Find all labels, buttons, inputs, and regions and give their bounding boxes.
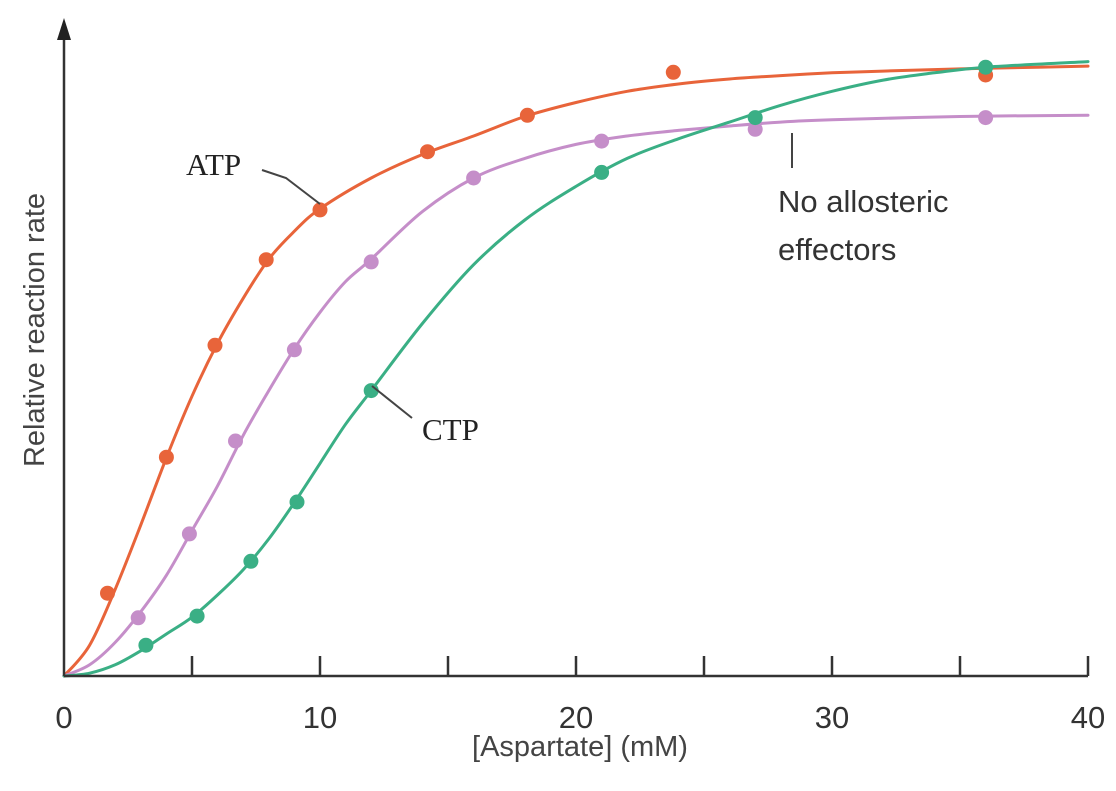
atp-label: ATP — [186, 147, 241, 182]
data-point-ctp-1 — [138, 637, 154, 653]
data-point-no-allosteric-effectors-5 — [363, 254, 379, 270]
data-point-no-allosteric-effectors-7 — [594, 133, 610, 149]
series-line-ctp — [62, 60, 1090, 678]
data-point-atp-2 — [158, 449, 174, 465]
ctp-label: CTP — [422, 412, 479, 447]
x-tick-label-40: 40 — [1071, 700, 1105, 735]
data-point-atp-5 — [312, 202, 328, 218]
data-point-no-allosteric-effectors-6 — [466, 170, 482, 186]
data-point-atp-8 — [665, 64, 681, 80]
atp-leader-line — [261, 169, 321, 205]
data-point-ctp-2 — [189, 608, 205, 624]
data-point-atp-7 — [519, 107, 535, 123]
data-point-no-allosteric-effectors-2 — [181, 526, 197, 542]
no-effectors-label-line1: No allosteric — [778, 184, 949, 219]
data-point-no-allosteric-effectors-9 — [978, 110, 994, 126]
x-axis-label: [Aspartate] (mM) — [472, 731, 688, 763]
data-point-no-allosteric-effectors-1 — [130, 610, 146, 626]
x-tick-label-30: 30 — [815, 700, 849, 735]
data-point-ctp-7 — [747, 110, 763, 126]
data-point-atp-3 — [207, 337, 223, 353]
data-point-atp-4 — [258, 252, 274, 268]
data-point-ctp-4 — [289, 494, 305, 510]
y-axis-arrowhead — [57, 18, 71, 40]
ctp-leader-line — [371, 385, 413, 419]
x-ticks: 0 10 20 30 40 — [55, 656, 1105, 735]
no-effectors-label-line2: effectors — [778, 232, 896, 267]
x-tick-label-20: 20 — [559, 700, 593, 735]
data-point-ctp-3 — [243, 553, 259, 569]
data-point-no-allosteric-effectors-8 — [747, 121, 763, 137]
data-point-ctp-8 — [978, 59, 994, 75]
data-point-ctp-6 — [594, 164, 610, 180]
data-point-atp-1 — [100, 585, 115, 601]
y-axis-label: Relative reaction rate — [19, 193, 51, 467]
x-tick-label-0: 0 — [55, 700, 72, 735]
data-point-ctp-5 — [363, 383, 379, 399]
points-layer — [100, 59, 994, 653]
data-point-no-allosteric-effectors-3 — [228, 433, 243, 449]
annotation-leaders — [261, 133, 793, 419]
data-point-no-allosteric-effectors-4 — [286, 342, 302, 358]
data-point-atp-6 — [420, 144, 435, 160]
x-tick-label-10: 10 — [303, 700, 337, 735]
